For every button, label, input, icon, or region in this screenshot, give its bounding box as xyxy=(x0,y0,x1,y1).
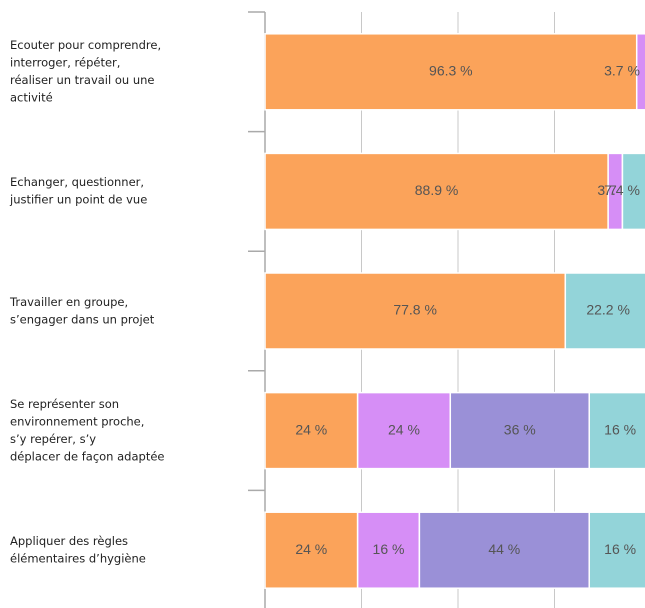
bar-segment xyxy=(356,391,452,470)
value-label: 96.3 % xyxy=(429,63,473,79)
category-label: Ecouter pour comprendre, xyxy=(10,38,161,52)
value-label: 7.4 % xyxy=(604,182,640,198)
value-label: 36 % xyxy=(504,421,536,437)
value-label: 16 % xyxy=(604,541,636,557)
bar-segment xyxy=(588,391,645,470)
category-label: s’y repérer, s’y xyxy=(10,432,96,446)
value-label: 77.8 % xyxy=(393,302,437,318)
category-label: réaliser un travail ou une xyxy=(10,73,155,87)
bar-segment xyxy=(449,391,590,470)
bar-segment xyxy=(356,511,421,589)
value-label: 22.2 % xyxy=(586,302,630,318)
value-label: 24 % xyxy=(388,421,420,437)
category-label: Se représenter son xyxy=(10,397,119,411)
bar-segment xyxy=(588,511,645,589)
value-label: 3.7 % xyxy=(604,63,640,79)
category-label: Echanger, questionner, xyxy=(10,175,144,189)
category-label: déplacer de façon adaptée xyxy=(10,449,164,463)
bar-segment xyxy=(264,272,567,350)
value-label: 24 % xyxy=(295,421,327,437)
value-label: 24 % xyxy=(295,541,327,557)
value-label: 16 % xyxy=(373,541,405,557)
bar-segment xyxy=(264,391,359,470)
bar-segment xyxy=(564,272,645,350)
value-label: 16 % xyxy=(604,421,636,437)
category-label: élémentaires d’hygiène xyxy=(10,551,146,565)
category-label: s’engager dans un projet xyxy=(10,312,155,326)
bar-segment xyxy=(621,152,645,231)
category-label: interroger, répéter, xyxy=(10,56,120,70)
category-label: justifier un point de vue xyxy=(9,193,147,207)
value-label: 88.9 % xyxy=(415,182,459,198)
category-label: Appliquer des règles xyxy=(10,534,128,548)
bar-segment xyxy=(264,152,609,231)
category-label: Travailler en groupe, xyxy=(9,295,128,309)
value-label: 44 % xyxy=(488,541,520,557)
category-label: activité xyxy=(10,91,53,105)
category-label: environnement proche, xyxy=(10,414,144,428)
bar-segment xyxy=(635,33,645,111)
